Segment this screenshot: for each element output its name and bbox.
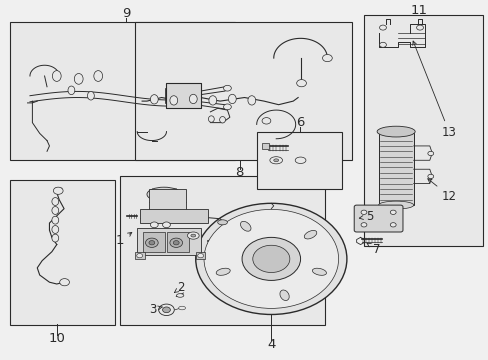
Ellipse shape xyxy=(208,116,214,122)
Bar xyxy=(363,15,483,246)
Ellipse shape xyxy=(87,91,94,100)
Circle shape xyxy=(145,238,158,247)
Text: 1: 1 xyxy=(116,233,132,247)
Circle shape xyxy=(162,222,170,228)
Ellipse shape xyxy=(378,201,413,209)
Circle shape xyxy=(173,240,179,245)
Bar xyxy=(10,180,115,325)
FancyBboxPatch shape xyxy=(353,205,402,232)
Circle shape xyxy=(203,210,338,309)
Circle shape xyxy=(223,85,231,91)
Bar xyxy=(137,228,200,255)
Circle shape xyxy=(296,80,306,87)
Ellipse shape xyxy=(190,234,195,237)
Circle shape xyxy=(262,118,270,124)
Bar xyxy=(195,252,205,259)
Text: 13: 13 xyxy=(412,41,456,139)
Ellipse shape xyxy=(312,268,326,275)
Circle shape xyxy=(379,42,386,47)
Ellipse shape xyxy=(295,157,305,163)
Ellipse shape xyxy=(178,306,185,310)
Ellipse shape xyxy=(52,234,59,242)
Ellipse shape xyxy=(52,226,59,233)
Ellipse shape xyxy=(228,94,236,104)
Circle shape xyxy=(427,151,433,156)
Ellipse shape xyxy=(273,159,278,162)
Circle shape xyxy=(389,210,395,215)
Circle shape xyxy=(60,279,69,286)
Ellipse shape xyxy=(219,117,225,123)
Circle shape xyxy=(150,222,158,228)
Ellipse shape xyxy=(169,96,177,105)
Ellipse shape xyxy=(150,95,158,104)
Circle shape xyxy=(197,253,203,258)
Circle shape xyxy=(149,240,155,245)
Bar xyxy=(261,143,268,149)
Circle shape xyxy=(242,237,300,280)
Ellipse shape xyxy=(217,220,227,225)
Ellipse shape xyxy=(279,290,288,301)
Circle shape xyxy=(379,25,386,30)
Bar xyxy=(135,22,351,160)
Ellipse shape xyxy=(52,198,59,206)
Ellipse shape xyxy=(74,73,83,84)
Circle shape xyxy=(169,238,182,247)
Ellipse shape xyxy=(52,207,59,215)
Circle shape xyxy=(53,187,63,194)
Bar xyxy=(256,132,341,189)
Circle shape xyxy=(416,25,423,30)
Text: 5: 5 xyxy=(359,210,372,223)
Ellipse shape xyxy=(304,230,316,239)
Bar xyxy=(378,134,413,205)
Ellipse shape xyxy=(269,157,282,164)
Circle shape xyxy=(360,210,366,215)
Ellipse shape xyxy=(94,71,102,81)
Circle shape xyxy=(360,223,366,227)
Circle shape xyxy=(427,174,433,179)
Ellipse shape xyxy=(176,294,183,297)
Ellipse shape xyxy=(189,94,197,104)
Circle shape xyxy=(322,54,331,62)
Circle shape xyxy=(223,104,231,110)
Circle shape xyxy=(162,307,170,313)
Bar xyxy=(149,189,185,211)
Ellipse shape xyxy=(68,86,75,95)
Bar xyxy=(166,83,200,108)
Ellipse shape xyxy=(52,71,61,81)
Ellipse shape xyxy=(208,96,216,105)
Text: 12: 12 xyxy=(427,179,456,203)
Text: 3: 3 xyxy=(149,303,162,316)
Ellipse shape xyxy=(247,96,255,105)
Bar xyxy=(140,210,207,223)
Circle shape xyxy=(137,253,142,258)
Text: 9: 9 xyxy=(122,7,130,20)
Text: 2: 2 xyxy=(174,281,184,294)
Bar xyxy=(143,232,164,252)
Text: 11: 11 xyxy=(410,4,427,17)
Circle shape xyxy=(252,245,289,273)
Text: 4: 4 xyxy=(266,338,275,351)
Text: 7: 7 xyxy=(366,243,380,256)
Bar xyxy=(10,22,234,160)
Bar xyxy=(120,176,325,325)
Circle shape xyxy=(195,203,346,315)
Ellipse shape xyxy=(147,187,181,202)
Bar xyxy=(167,232,189,252)
Circle shape xyxy=(158,304,174,316)
Ellipse shape xyxy=(187,232,199,239)
Ellipse shape xyxy=(52,216,59,224)
Circle shape xyxy=(389,223,395,227)
Text: 6: 6 xyxy=(295,116,304,129)
Text: 10: 10 xyxy=(49,332,65,345)
Text: 8: 8 xyxy=(235,166,244,179)
Ellipse shape xyxy=(376,126,414,137)
Ellipse shape xyxy=(240,221,250,231)
Ellipse shape xyxy=(216,268,230,275)
Bar xyxy=(135,252,144,259)
